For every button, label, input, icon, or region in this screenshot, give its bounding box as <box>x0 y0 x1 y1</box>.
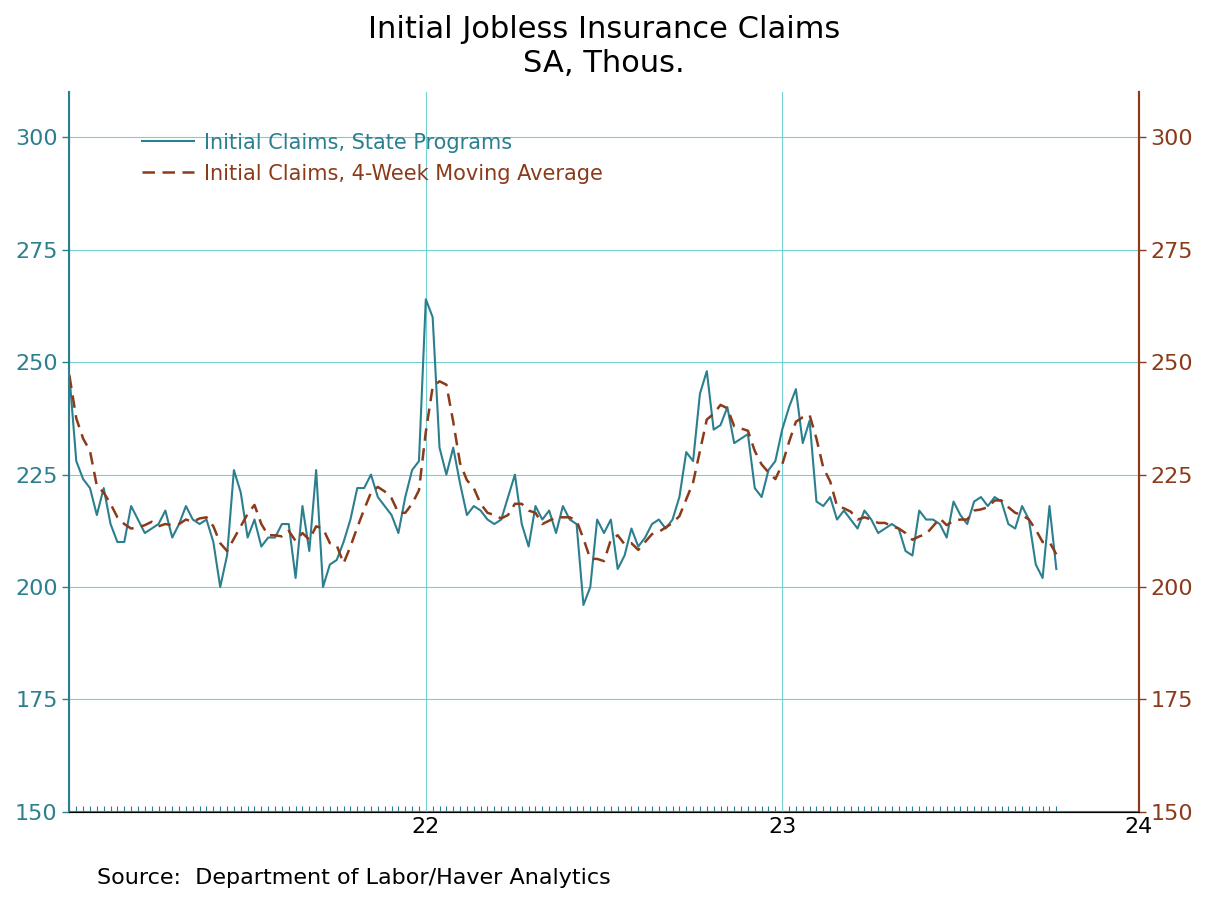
Initial Claims, 4-Week Moving Average <box>69 413 83 424</box>
Initial Claims, State Programs <box>62 371 76 381</box>
Initial Claims, State Programs <box>1049 564 1063 574</box>
Line: Initial Claims, State Programs: Initial Claims, State Programs <box>69 299 1056 605</box>
Initial Claims, State Programs <box>110 536 124 547</box>
Line: Initial Claims, 4-Week Moving Average: Initial Claims, 4-Week Moving Average <box>69 376 1056 564</box>
Initial Claims, 4-Week Moving Average <box>638 536 652 547</box>
Initial Claims, State Programs <box>645 518 660 529</box>
Initial Claims, 4-Week Moving Average <box>987 495 1001 506</box>
Initial Claims, State Programs <box>576 600 591 611</box>
Initial Claims, State Programs <box>994 496 1009 507</box>
Initial Claims, 4-Week Moving Average <box>336 558 350 569</box>
Initial Claims, 4-Week Moving Average <box>817 462 831 473</box>
Text: Source:  Department of Labor/Haver Analytics: Source: Department of Labor/Haver Analyt… <box>97 868 610 888</box>
Initial Claims, 4-Week Moving Average <box>110 512 124 523</box>
Legend: Initial Claims, State Programs, Initial Claims, 4-Week Moving Average: Initial Claims, State Programs, Initial … <box>133 124 611 192</box>
Title: Initial Jobless Insurance Claims
SA, Thous.: Initial Jobless Insurance Claims SA, Tho… <box>368 15 840 78</box>
Initial Claims, 4-Week Moving Average <box>1049 549 1063 560</box>
Initial Claims, State Programs <box>69 456 83 467</box>
Initial Claims, State Programs <box>823 492 837 503</box>
Initial Claims, State Programs <box>850 523 865 534</box>
Initial Claims, 4-Week Moving Average <box>62 371 76 381</box>
Initial Claims, State Programs <box>418 294 432 304</box>
Initial Claims, 4-Week Moving Average <box>843 506 858 517</box>
